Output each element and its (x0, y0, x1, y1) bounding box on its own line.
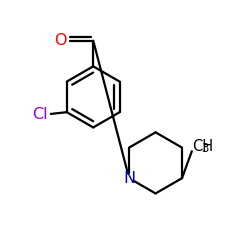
Text: O: O (54, 33, 67, 48)
Text: N: N (123, 171, 135, 186)
Text: Cl: Cl (32, 107, 48, 122)
Text: CH: CH (192, 140, 214, 154)
Text: 3: 3 (202, 142, 209, 155)
